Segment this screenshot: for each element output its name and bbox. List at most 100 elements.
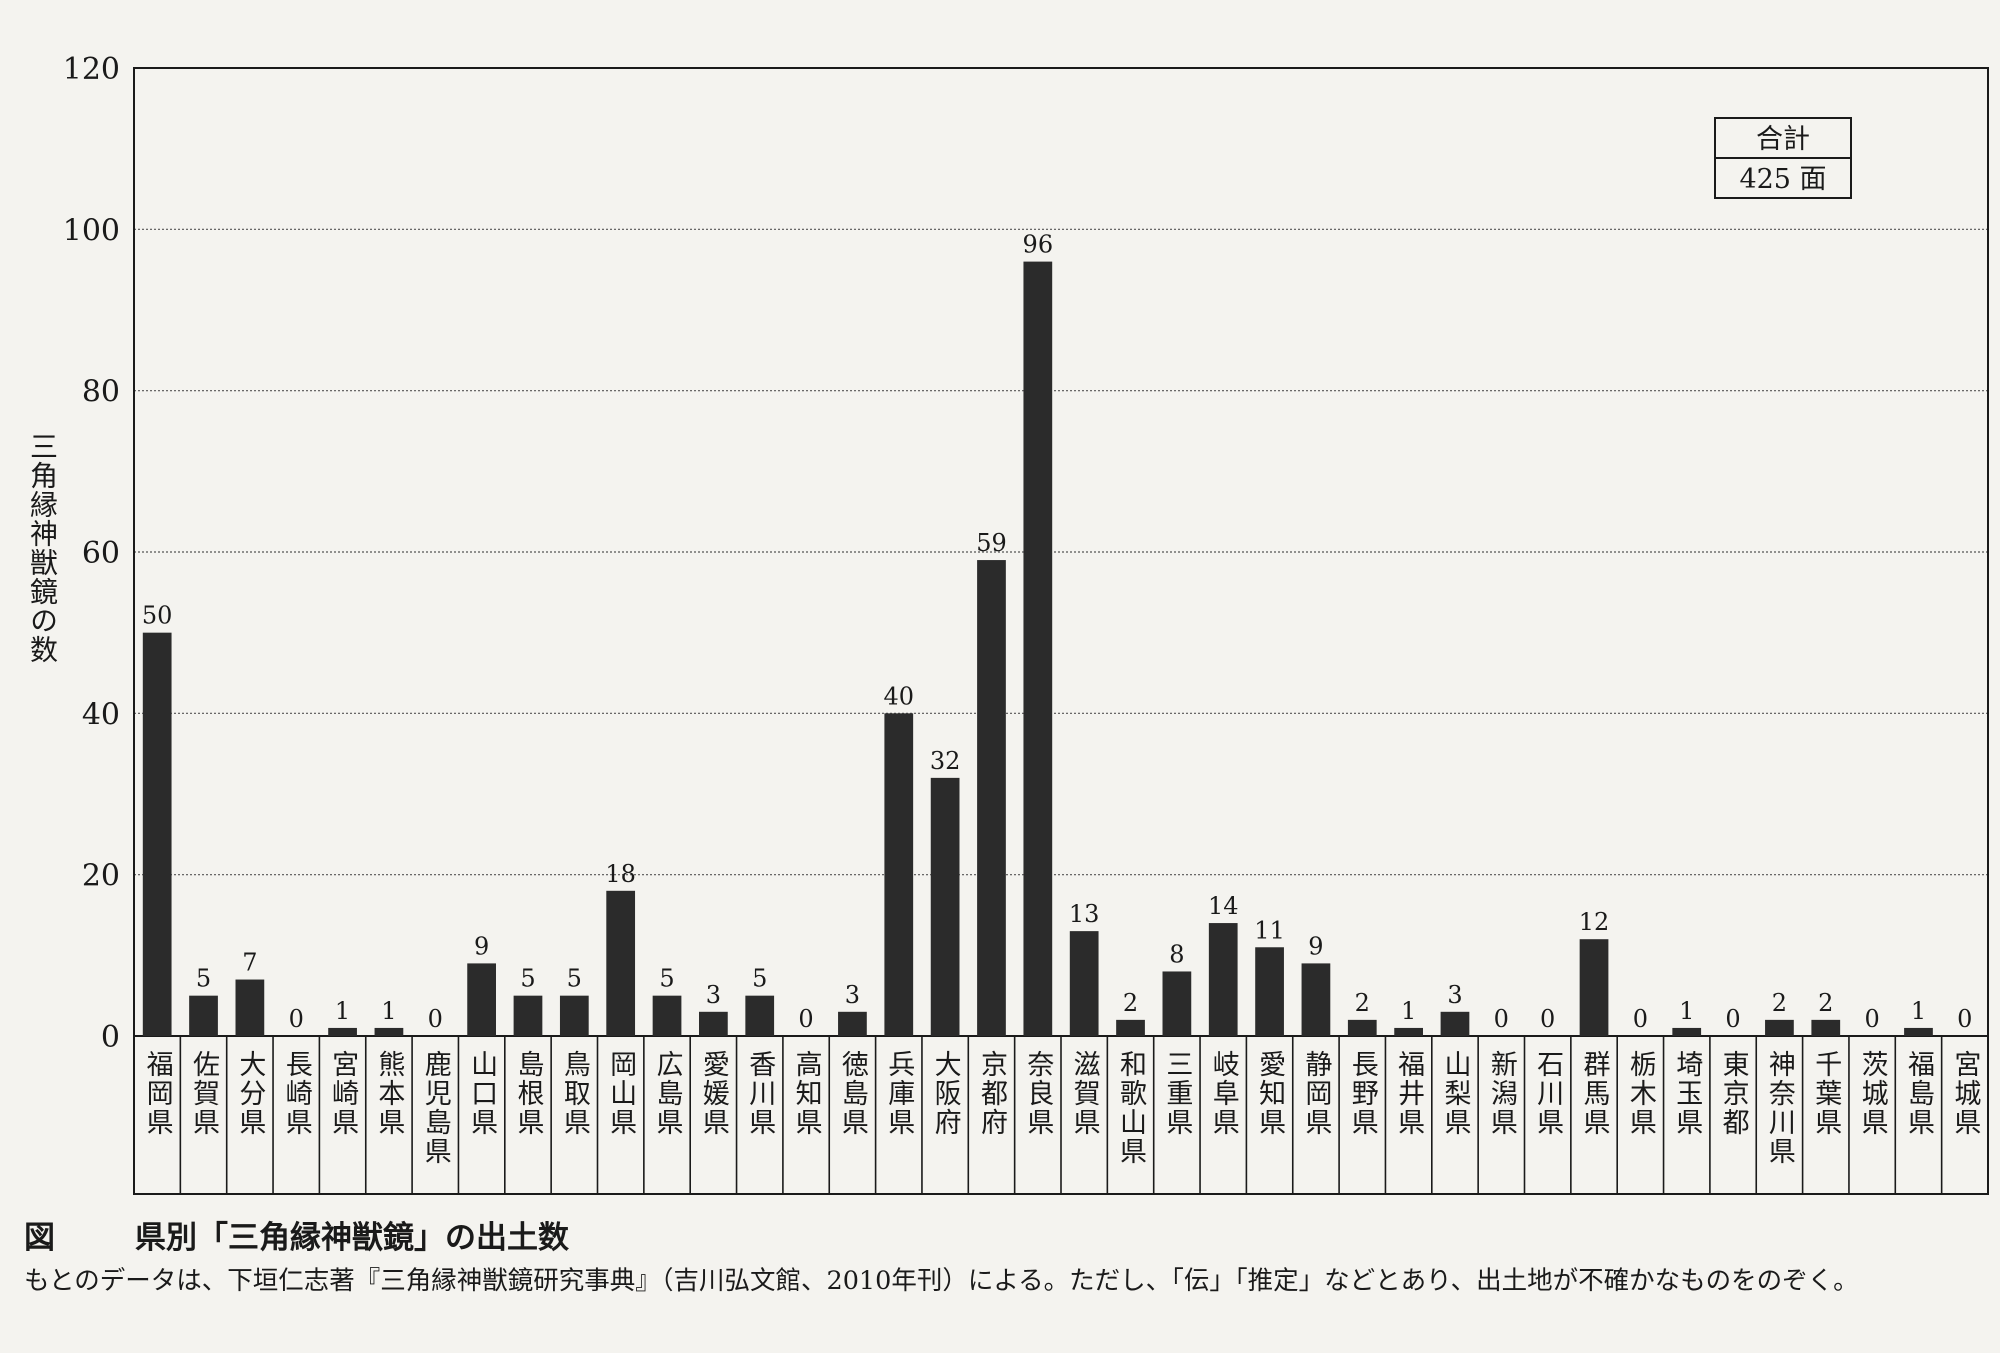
- data-label: 96: [1023, 231, 1054, 259]
- x-tick-label: 高知県: [791, 1050, 823, 1137]
- data-label: 5: [659, 965, 674, 993]
- bar: [1811, 1019, 1841, 1036]
- x-tick-label: 埼玉県: [1671, 1050, 1703, 1137]
- y-tick-label: 120: [63, 52, 120, 87]
- x-tick-label: 兵庫県: [883, 1050, 915, 1137]
- bar: [838, 1011, 867, 1036]
- data-label: 0: [1633, 1005, 1648, 1033]
- data-label: 3: [1447, 981, 1462, 1009]
- caption-title: 県別「三角縁神獣鏡」の出土数: [135, 1220, 569, 1256]
- bar: [1255, 947, 1284, 1036]
- bar: [1347, 1019, 1377, 1036]
- x-tick-label: 宮城県: [1949, 1050, 1980, 1137]
- bar: [328, 1027, 357, 1036]
- data-label: 2: [1355, 989, 1370, 1017]
- bar: [374, 1027, 404, 1036]
- data-label: 2: [1772, 989, 1787, 1017]
- x-tick-label: 岐阜県: [1208, 1050, 1239, 1137]
- y-tick-label: 80: [82, 375, 120, 410]
- x-tick-label: 石川県: [1532, 1050, 1564, 1137]
- data-label: 0: [1494, 1005, 1509, 1033]
- plot-frame: [133, 67, 1989, 1195]
- x-tick-label: 千葉県: [1810, 1050, 1842, 1137]
- bar: [652, 995, 682, 1036]
- y-tick-label: 60: [82, 536, 120, 571]
- x-tick-label: 群馬県: [1579, 1050, 1611, 1137]
- data-label: 11: [1254, 916, 1285, 944]
- total-label: 合計: [1756, 124, 1810, 155]
- bar: [884, 713, 914, 1036]
- x-tick-label: 長野県: [1347, 1050, 1378, 1137]
- x-tick-label: 大分県: [234, 1050, 265, 1137]
- x-tick-label: 福島県: [1903, 1050, 1935, 1137]
- bar: [559, 995, 589, 1036]
- x-tick-label: 愛知県: [1254, 1050, 1286, 1137]
- x-tick-label: 鳥取県: [559, 1050, 590, 1137]
- bar: [142, 632, 172, 1036]
- data-label: 40: [884, 682, 915, 710]
- data-label: 18: [605, 860, 636, 888]
- x-tick-label: 滋賀県: [1069, 1050, 1101, 1137]
- bar: [1023, 261, 1053, 1037]
- x-tick-label: 三重県: [1161, 1050, 1192, 1137]
- y-tick-label: 0: [101, 1020, 120, 1055]
- bar: [1765, 1019, 1794, 1036]
- data-label: 12: [1579, 908, 1610, 936]
- bar: [467, 963, 496, 1036]
- data-label: 0: [1540, 1005, 1555, 1033]
- x-tick-label: 徳島県: [837, 1050, 869, 1137]
- x-tick-label: 京都府: [976, 1050, 1008, 1137]
- bar: [1904, 1027, 1933, 1036]
- bar: [1672, 1027, 1702, 1036]
- data-label: 0: [1864, 1005, 1879, 1033]
- bar: [1116, 1019, 1145, 1036]
- data-label: 5: [567, 965, 582, 993]
- source-note: もとのデータは、下垣仁志著『三角縁神獣鏡研究事典』（吉川弘文館、2010年刊）に…: [24, 1266, 1859, 1296]
- bar: [1069, 931, 1099, 1036]
- bar: [1208, 923, 1238, 1036]
- x-tick-label: 長崎県: [281, 1050, 312, 1137]
- figure-caption: 図 県別「三角縁神獣鏡」の出土数: [24, 1212, 569, 1257]
- data-label: 1: [335, 997, 350, 1025]
- data-label: 7: [242, 949, 257, 977]
- data-label: 0: [428, 1005, 443, 1033]
- x-tick-label: 茨城県: [1857, 1050, 1888, 1137]
- bar: [1579, 939, 1609, 1036]
- bar: [699, 1011, 728, 1036]
- bar: [930, 777, 960, 1036]
- x-tick-label: 岡山県: [605, 1050, 636, 1137]
- bar: [235, 979, 265, 1036]
- bar: [513, 995, 543, 1036]
- data-label: 8: [1169, 940, 1184, 968]
- x-tick-label: 熊本県: [373, 1050, 405, 1137]
- x-tick-label: 愛媛県: [698, 1050, 730, 1137]
- data-label: 1: [1401, 997, 1416, 1025]
- bar: [189, 995, 218, 1036]
- caption-prefix: 図: [24, 1220, 55, 1256]
- data-label: 13: [1069, 900, 1100, 928]
- y-tick-label: 100: [63, 213, 120, 248]
- x-tick-label: 新潟県: [1486, 1050, 1517, 1137]
- x-tick-label: 和歌山県: [1115, 1050, 1147, 1166]
- data-label: 5: [752, 965, 767, 993]
- data-label: 3: [706, 981, 721, 1009]
- data-label: 59: [976, 529, 1007, 557]
- x-tick-label: 静岡県: [1300, 1050, 1331, 1137]
- x-tick-label: 大阪府: [930, 1050, 961, 1137]
- x-tick-label: 佐賀県: [188, 1050, 220, 1137]
- data-label: 1: [381, 997, 396, 1025]
- bar: [1440, 1011, 1470, 1036]
- bar: [1301, 963, 1331, 1036]
- x-tick-label: 奈良県: [1022, 1050, 1054, 1137]
- data-label: 0: [1725, 1005, 1740, 1033]
- bar: [977, 560, 1006, 1036]
- data-label: 2: [1123, 989, 1138, 1017]
- bar: [1394, 1027, 1423, 1036]
- data-label: 0: [1957, 1005, 1972, 1033]
- data-label: 9: [1308, 932, 1323, 960]
- x-tick-label: 山口県: [466, 1050, 497, 1137]
- data-label: 0: [798, 1005, 813, 1033]
- y-tick-label: 20: [82, 859, 120, 894]
- bar: [745, 995, 775, 1036]
